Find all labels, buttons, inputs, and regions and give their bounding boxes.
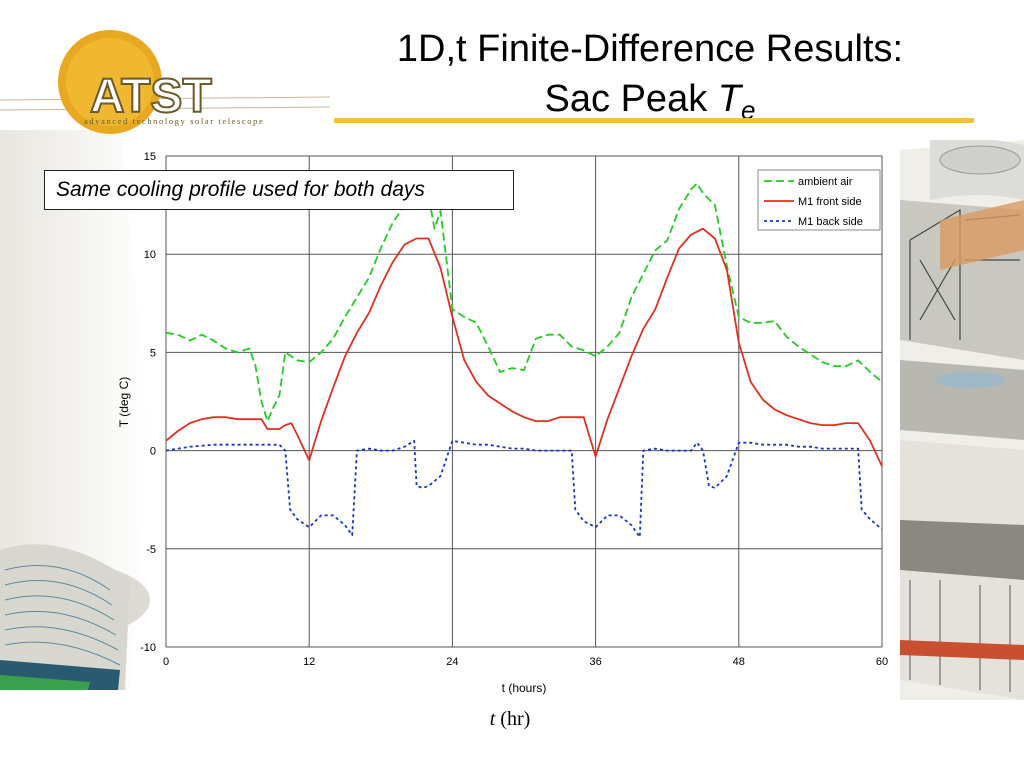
bottom-label-unit: (hr) <box>500 708 531 730</box>
logo-text: ATST <box>90 70 212 123</box>
series-layer <box>165 182 883 538</box>
y-axis-label: T (deg C) <box>117 377 131 427</box>
telescope-enclosure-image-left <box>0 130 150 690</box>
telescope-structure-image-right <box>900 140 1024 700</box>
x-tick-label: 24 <box>446 656 458 668</box>
series-line-ambient-air <box>165 182 883 423</box>
grid-lines <box>165 155 883 648</box>
legend-box <box>757 169 881 231</box>
y-tick-label: -10 <box>140 642 156 654</box>
title-line-2: Sac Peak Te <box>340 74 960 135</box>
x-tick-label: 12 <box>303 656 315 668</box>
slide-title: 1D,t Finite-Difference Results: Sac Peak… <box>340 24 960 135</box>
title-line-1: 1D,t Finite-Difference Results: <box>396 28 904 70</box>
legend-items: ambient air M1 front side M1 back side <box>764 176 863 228</box>
x-axis-label: t (hours) <box>502 681 547 695</box>
legend: ambient air M1 front side M1 back side <box>757 169 881 231</box>
y-tick-label: 15 <box>144 151 156 163</box>
y-tick-label: 5 <box>150 347 156 359</box>
x-tick-label: 0 <box>163 656 169 668</box>
series-line-m1-front-side <box>165 227 883 467</box>
bottom-axis-caption: t (hr) <box>440 708 580 731</box>
bottom-label-variable: t <box>489 708 496 730</box>
y-tick-label: -5 <box>146 544 156 556</box>
legend-label: M1 front side <box>798 196 862 208</box>
x-tick-label: 48 <box>733 656 745 668</box>
legend-label: ambient air <box>798 176 853 188</box>
x-tick-label: 60 <box>876 656 888 668</box>
plot-area <box>165 155 883 648</box>
title-underline-rule <box>334 118 974 123</box>
logo-tagline: advanced technology solar telescope <box>84 116 264 126</box>
x-tick-label: 36 <box>589 656 601 668</box>
atst-logo: ATST advanced technology solar telescope <box>0 30 330 134</box>
axis-tick-labels: 0 12 24 36 48 60 -10 -5 0 5 10 15 <box>140 151 888 668</box>
callout-box: Same cooling profile used for both days <box>44 170 514 210</box>
title-line-2-text: Sac Peak <box>544 78 708 120</box>
y-tick-label: 10 <box>144 249 156 261</box>
title-variable: T <box>717 78 741 120</box>
series-line-m1-back-side <box>165 439 883 538</box>
title-subscript: e <box>740 95 756 125</box>
legend-label: M1 back side <box>798 216 863 228</box>
y-tick-label: 0 <box>150 446 156 458</box>
